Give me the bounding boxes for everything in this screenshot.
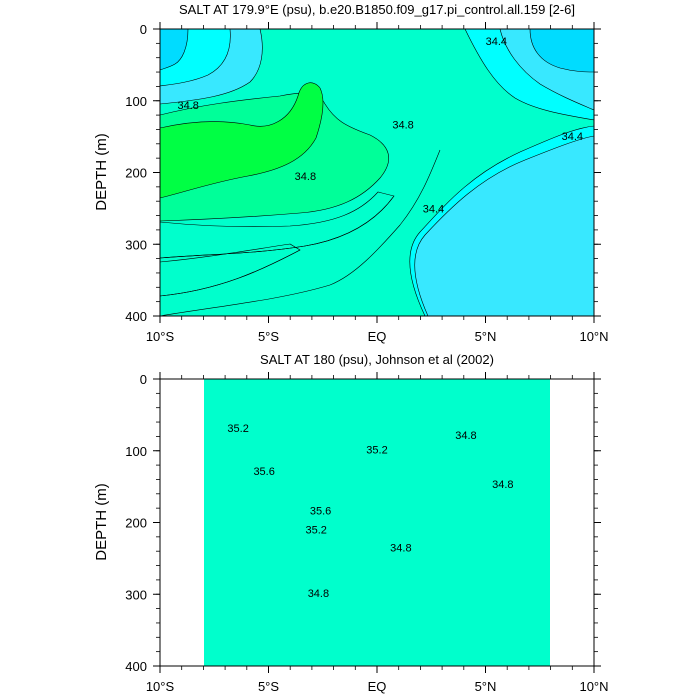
y-axis: 0 100 200 300 400 [125, 372, 601, 674]
x-tick-label: 10°S [146, 329, 175, 344]
y-tick-label: 100 [125, 94, 147, 109]
contour-label-layer: 35.2 35.6 35.6 35.2 35.2 34.8 34.8 34.8 34.8 [227, 423, 513, 600]
contour-label: 34.4 [423, 203, 444, 215]
x-tick-label: EQ [368, 329, 387, 344]
y-tick-label: 200 [125, 166, 147, 181]
contour-label: 35.2 [227, 423, 248, 435]
y-tick-label: 200 [125, 516, 147, 531]
panel-title: SALT AT 180 (psu), Johnson et al (2002) [260, 352, 494, 367]
y-tick-label: 300 [125, 587, 147, 602]
contour-label: 35.2 [306, 525, 327, 537]
contour-label: 34.8 [455, 430, 476, 442]
x-tick-label: 10°N [579, 679, 608, 694]
y-axis-label: DEPTH (m) [93, 133, 110, 211]
contour-band-34.0-nw [160, 29, 189, 71]
x-axis: 10°S 5°S EQ 5°N 10°N [146, 22, 609, 344]
contour-label: 35.6 [253, 466, 274, 478]
contour-lines [160, 149, 441, 316]
model-salinity-panel: SALT AT 179.9°E (psu), b.e20.B1850.f09_g… [93, 2, 609, 344]
contour-label: 34.8 [295, 171, 316, 183]
x-tick-label: 5°S [258, 679, 279, 694]
contour-band-35.0 [160, 82, 324, 199]
panel-title: SALT AT 179.9°E (psu), b.e20.B1850.f09_g… [179, 2, 575, 17]
contour-fill-layer [204, 379, 550, 666]
contour-label: 34.8 [392, 119, 413, 131]
contour-band-34.6 [204, 379, 550, 666]
x-tick-label: 5°N [475, 329, 497, 344]
observed-salinity-panel: SALT AT 180 (psu), Johnson et al (2002) … [93, 352, 609, 694]
contour-label: 34.8 [308, 588, 329, 600]
y-tick-label: 400 [125, 309, 147, 324]
y-tick-label: 100 [125, 444, 147, 459]
x-tick-label: 5°S [258, 329, 279, 344]
y-tick-label: 400 [125, 659, 147, 674]
contour-label: 35.2 [366, 444, 387, 456]
y-tick-label: 300 [125, 237, 147, 252]
contour-label: 35.6 [310, 505, 331, 517]
y-axis-label: DEPTH (m) [93, 483, 110, 561]
x-axis: 10°S 5°S EQ 5°N 10°N [146, 372, 609, 694]
contour-label: 34.4 [486, 36, 507, 48]
x-tick-label: 5°N [475, 679, 497, 694]
contour-label: 34.8 [390, 543, 411, 555]
contour-label: 34.8 [177, 100, 198, 112]
x-tick-label: 10°S [146, 679, 175, 694]
x-tick-label: 10°N [579, 329, 608, 344]
contour-label-layer: 34.8 34.8 34.8 34.4 34.4 34.4 [177, 36, 583, 215]
y-tick-label: 0 [140, 372, 147, 387]
y-axis: 0 100 200 300 400 [125, 22, 601, 324]
y-tick-label: 0 [140, 22, 147, 37]
contour-fill-layer [160, 29, 594, 316]
contour-band-34.2 [414, 135, 594, 316]
contour-label: 34.4 [562, 131, 583, 143]
x-tick-label: EQ [368, 679, 387, 694]
contour-band-34.0-ne [529, 29, 594, 73]
contour-label: 34.8 [492, 479, 513, 491]
